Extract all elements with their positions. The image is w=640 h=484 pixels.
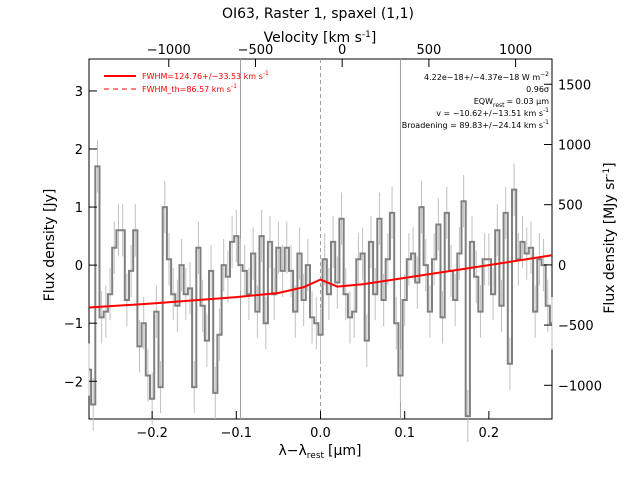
top-axis-label: Velocity [km s-1] — [264, 30, 377, 46]
y2-axis-label-sup: -1 — [602, 168, 612, 177]
annotation-eqw-value: = 0.03 μm — [507, 97, 550, 106]
y-tick-label: 1 — [75, 201, 83, 216]
annotation-broadening: Broadening = 89.83+/−24.14 km s-1 — [402, 119, 549, 130]
top-axis-label-sup: -1 — [362, 30, 371, 40]
legend-fwhm-sup: -1 — [263, 70, 269, 77]
chart-title: OI63, Raster 1, spaxel (1,1) — [222, 6, 414, 22]
annotation-eqw: EQWrest = 0.03 μm — [474, 97, 549, 109]
axes-group: −0.2 −0.1 0.0 0.1 0.2 −1000 −500 0 500 1000 −2 −1 0 1… — [64, 43, 602, 441]
annotation-block: 4.22e−18+/−4.37e−18 W m−2 0.96σ EQWrest =… — [402, 71, 549, 130]
legend-fwhm-text: FWHM=124.76+/−33.53 km s — [142, 72, 263, 81]
annotation-eqw-sub: rest — [493, 102, 505, 109]
y2-axis-label-text: Flux density [MJy sr — [602, 177, 618, 314]
x2-tick-label: 1000 — [499, 43, 532, 58]
legend-fwhm-label: FWHM=124.76+/−33.53 km s-1 — [142, 70, 269, 81]
plot-area — [88, 59, 553, 443]
annotation-sigma: 0.96σ — [526, 85, 549, 94]
top-axis-label-text: Velocity [km s — [264, 30, 362, 46]
y-tick-label: −1 — [64, 317, 83, 332]
y2-axis-label: Flux density [MJy sr-1] — [602, 162, 618, 313]
x2-tick-label: 500 — [416, 43, 441, 58]
y2-axis-label-end: ] — [602, 162, 618, 167]
x-tick-label: 0.2 — [479, 426, 500, 441]
spectrum-step-line — [89, 165, 552, 418]
legend-fwhm-th-label: FWHM_th=86.57 km s-1 — [142, 83, 237, 94]
top-axis-label-end: ] — [371, 30, 376, 46]
x-tick-label: −0.2 — [136, 426, 168, 441]
y2-tick-label: 0 — [558, 259, 566, 274]
y2-tick-label: −500 — [558, 319, 594, 334]
y-tick-label: 2 — [75, 143, 83, 158]
annotation-velocity-sup: -1 — [543, 107, 549, 114]
legend-fwhm-th-sup: -1 — [231, 83, 237, 90]
annotation-flux-text: 4.22e−18+/−4.37e−18 W m — [424, 73, 540, 82]
x-axis-label-unit: [μm] — [328, 443, 361, 459]
x-tick-label: 0.1 — [394, 426, 415, 441]
y-tick-label: −2 — [64, 375, 83, 390]
x2-tick-label: −1000 — [147, 43, 191, 58]
x-axis-label-text: λ−λ — [278, 443, 306, 459]
x-axis-label-sub: rest — [307, 451, 325, 461]
y2-tick-label: 500 — [558, 199, 583, 214]
x2-tick-label: 0 — [338, 43, 346, 58]
fit-curve — [88, 254, 553, 309]
annotation-velocity: v = −10.62+/−13.51 km s-1 — [436, 107, 549, 118]
y2-tick-label: 1500 — [558, 78, 591, 93]
y2-tick-label: −1000 — [558, 379, 602, 394]
x-tick-label: −0.1 — [221, 426, 253, 441]
y-tick-label: 3 — [75, 85, 83, 100]
y-axis-label: Flux density [Jy] — [42, 189, 58, 302]
annotation-broadening-text: Broadening = 89.83+/−24.14 km s — [402, 121, 543, 130]
x-tick-label: 0.0 — [310, 426, 331, 441]
legend: FWHM=124.76+/−33.53 km s-1 FWHM_th=86.57… — [104, 70, 269, 94]
x2-tick-label: −500 — [238, 43, 274, 58]
annotation-flux: 4.22e−18+/−4.37e−18 W m−2 — [424, 71, 549, 82]
annotation-broadening-sup: -1 — [543, 119, 549, 126]
annotation-velocity-text: v = −10.62+/−13.51 km s — [436, 109, 543, 118]
y2-tick-label: 1000 — [558, 138, 591, 153]
annotation-flux-sup: −2 — [540, 71, 549, 78]
legend-fwhm-th-text: FWHM_th=86.57 km s — [142, 85, 231, 94]
x-axis-label: λ−λrest [μm] — [278, 443, 361, 461]
annotation-eqw-label: EQW — [474, 97, 493, 106]
y-tick-label: 0 — [75, 259, 83, 274]
